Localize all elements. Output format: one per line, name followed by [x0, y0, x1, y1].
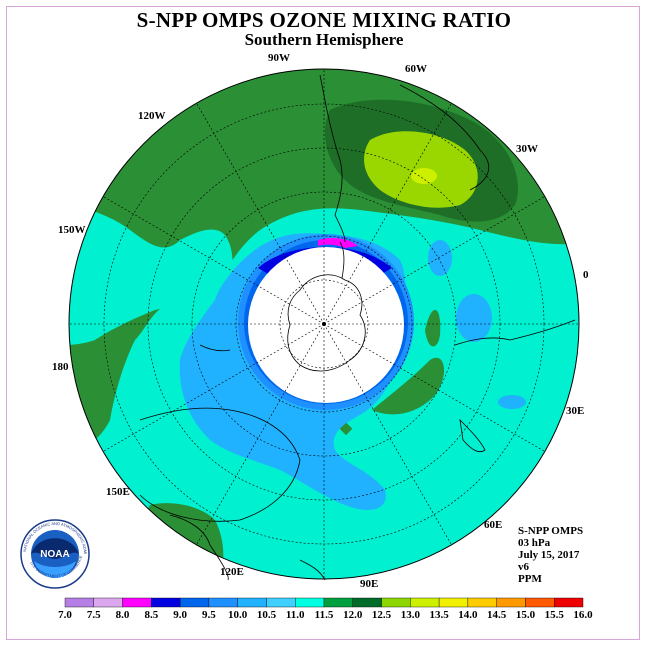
info-date: July 15, 2017 — [518, 549, 580, 561]
info-version: v6 — [518, 561, 529, 573]
colorbar-swatch — [352, 597, 382, 608]
meridian-line — [103, 196, 325, 325]
colorbar-tick-label: 12.0 — [343, 609, 363, 621]
colorbar-swatch — [467, 597, 497, 608]
colorbar-swatch — [525, 597, 555, 608]
lon-label-120w: 120W — [138, 110, 166, 122]
info-block: S-NPP OMPS 03 hPa July 15, 2017 v6 PPM — [518, 525, 583, 585]
field-yellow — [411, 168, 437, 184]
colorbar-tick-label: 9.0 — [173, 609, 187, 621]
meridian-line — [323, 196, 545, 325]
field-green-blob-1 — [425, 309, 441, 347]
lon-label-30e: 30E — [566, 405, 584, 417]
meridian-line — [196, 103, 325, 325]
lon-label-0: 0 — [583, 269, 589, 281]
lon-label-150e: 150E — [106, 486, 130, 498]
colorbar-swatch — [208, 597, 238, 608]
colorbar-tick-label: 10.0 — [228, 609, 248, 621]
meridian-line — [196, 323, 325, 545]
meridian-line — [103, 323, 325, 452]
info-instrument: S-NPP OMPS — [518, 525, 584, 537]
colorbar-swatch — [496, 597, 526, 608]
colorbar-tick-label: 7.0 — [58, 609, 72, 621]
field-cyan-wedge — [69, 200, 233, 345]
colorbar-tick-label: 15.5 — [545, 609, 565, 621]
colorbar-tick-label: 9.5 — [202, 609, 216, 621]
colorbar-tick-label: 7.5 — [87, 609, 101, 621]
polar-night — [248, 247, 404, 403]
colorbar-tick-label: 15.0 — [516, 609, 536, 621]
colorbar-tick-label: 8.0 — [116, 609, 130, 621]
colorbar-tick-label: 10.5 — [257, 609, 277, 621]
colorbar-tick-label: 14.0 — [458, 609, 478, 621]
graticule — [69, 69, 579, 579]
colorbar-swatch — [237, 597, 267, 608]
lon-label-180: 180 — [52, 361, 69, 373]
colorbar-swatch — [295, 597, 325, 608]
colorbar-swatch — [122, 597, 152, 608]
colorbar-swatch — [93, 597, 123, 608]
page-subtitle: Southern Hemisphere — [244, 30, 404, 49]
colorbar-swatch — [266, 597, 296, 608]
colorbar-swatch — [554, 597, 584, 608]
colorbar-tick-label: 11.5 — [315, 609, 334, 621]
lon-label-60e: 60E — [484, 519, 502, 531]
field-lightblue-4 — [498, 395, 526, 409]
coastlines — [139, 74, 576, 581]
page-title: S-NPP OMPS OZONE MIXING RATIO — [136, 8, 512, 32]
lon-label-90e: 90E — [360, 578, 378, 590]
lon-label-60w: 60W — [405, 63, 427, 75]
meridian-line — [323, 103, 452, 325]
colorbar-swatch — [64, 597, 94, 608]
field-lightblue-2 — [428, 240, 452, 276]
info-units: PPM — [518, 573, 542, 585]
lon-label-150w: 150W — [58, 224, 86, 236]
colorbar-tick-label: 16.0 — [573, 609, 593, 621]
field-green-blob-2 — [372, 357, 445, 415]
info-pressure: 03 hPa — [518, 537, 551, 549]
field-ring-85 — [258, 247, 392, 275]
colorbar-swatch — [323, 597, 353, 608]
south-pole-marker — [322, 322, 326, 326]
lon-label-30w: 30W — [516, 143, 538, 155]
colorbar-swatch — [381, 597, 411, 608]
meridian-line — [323, 323, 545, 452]
field-ring-80 — [318, 238, 358, 248]
colorbar-tick-label: 12.5 — [372, 609, 392, 621]
figure-frame — [6, 6, 640, 640]
colorbar-tick-label: 11.0 — [286, 609, 305, 621]
colorbar-tick-label: 8.5 — [144, 609, 158, 621]
colorbar-swatch — [438, 597, 469, 608]
colorbar-swatch — [151, 597, 181, 608]
lon-label-120e: 120E — [220, 566, 244, 578]
colorbar-tick-label: 13.0 — [401, 609, 421, 621]
field-lightblue-3 — [456, 294, 492, 342]
colorbar-tick-label: 14.5 — [487, 609, 507, 621]
noaa-logo-icon: NOAA NATIONAL OCEANIC AND ATMOSPHERIC AD… — [20, 519, 90, 589]
map-border — [68, 68, 580, 580]
colorbar-tick-label: 13.5 — [429, 609, 449, 621]
logo-text: NOAA — [40, 549, 69, 560]
meridian-line — [323, 323, 452, 545]
colorbar-swatch — [179, 597, 210, 608]
colorbar-swatch — [410, 597, 440, 608]
lon-label-90w: 90W — [268, 52, 290, 64]
